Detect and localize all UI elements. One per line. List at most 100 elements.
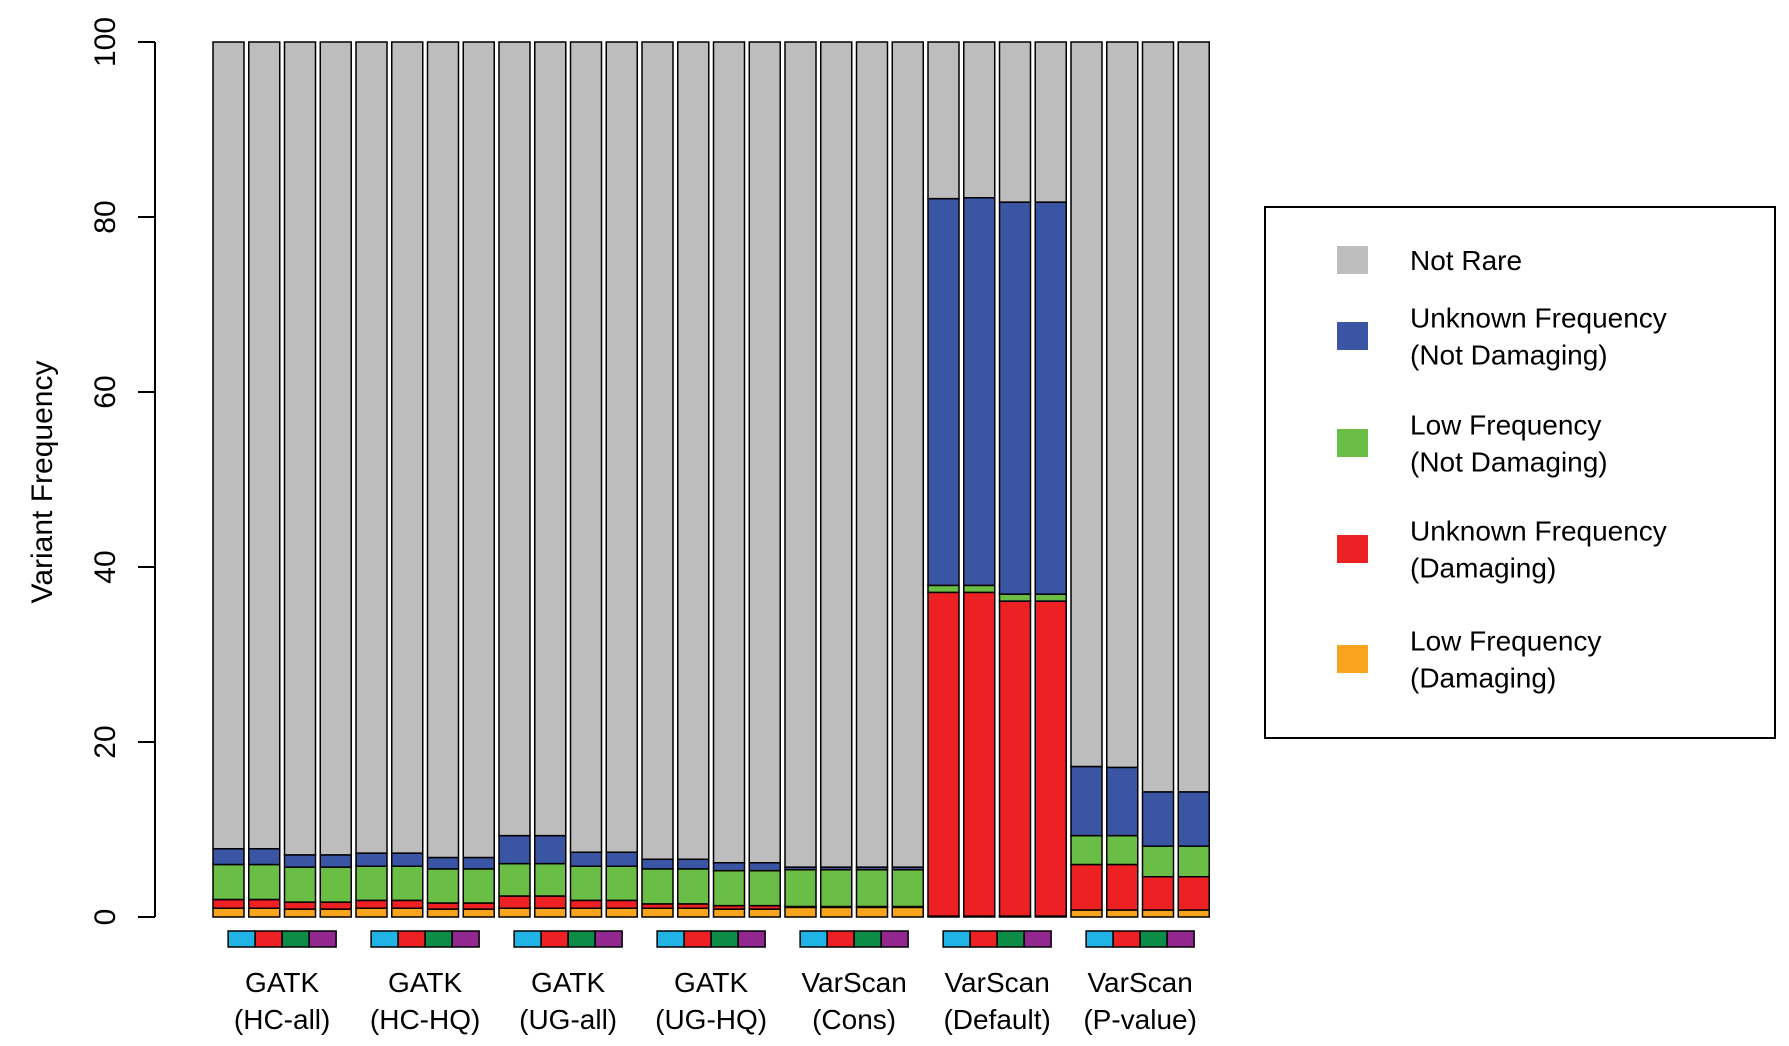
bar-segment: [355, 41, 388, 854]
bar-segment: [248, 848, 281, 866]
legend-label: Unknown Frequency: [1410, 303, 1667, 334]
bar-stack: [248, 41, 281, 918]
bar-segment: [748, 41, 781, 864]
bar-stack: [1177, 41, 1210, 918]
bar-segment: [784, 906, 817, 918]
bar-segment: [748, 908, 781, 918]
bar-segment: [212, 863, 245, 901]
bar-segment: [641, 868, 674, 905]
bar-segment: [355, 865, 388, 902]
bar-segment: [1106, 766, 1139, 837]
bar-segment: [1106, 41, 1139, 769]
bar-segment: [855, 41, 889, 868]
bar-segment: [1070, 909, 1103, 918]
sample-swatch: [969, 930, 998, 948]
group-label: (HC-all): [234, 1004, 330, 1035]
sample-swatch: [737, 930, 766, 948]
bar-segment: [212, 848, 245, 866]
bar-segment: [605, 851, 638, 867]
bar-segment: [569, 865, 603, 902]
legend-item: Unknown Frequency (Not Damaging): [1337, 303, 1667, 371]
bar-stack: [426, 41, 460, 918]
y-axis-label: Variant Frequency: [26, 361, 59, 604]
bar-segment: [569, 851, 603, 867]
sample-swatch: [540, 930, 569, 948]
sample-swatch-group: [799, 930, 909, 948]
bar-segment: [462, 908, 495, 918]
bar-stack: [891, 41, 924, 918]
bar-segment: [641, 907, 674, 918]
bar-stack: [569, 41, 603, 918]
bar-segment: [534, 834, 567, 865]
bar-segment: [248, 863, 281, 901]
bar-segment: [1177, 41, 1210, 793]
bar-segment: [605, 907, 638, 918]
bar-segment: [462, 41, 495, 859]
group-label: (Cons): [812, 1004, 896, 1035]
bar-segment: [534, 895, 567, 909]
bar-stack: [1070, 41, 1103, 918]
bar-segment: [927, 197, 960, 587]
group-label: VarScan: [1087, 967, 1192, 998]
bar-segment: [462, 856, 495, 870]
bar-segment: [319, 41, 352, 856]
bar-segment: [891, 906, 924, 918]
bar-stack: [963, 41, 996, 918]
bar-segment: [963, 197, 996, 587]
bar-stack: [391, 41, 424, 918]
legend-swatch: [1337, 429, 1368, 457]
bar-stack: [641, 41, 674, 918]
bar-segment: [677, 868, 710, 905]
bar-segment: [498, 907, 531, 918]
bar-stack: [677, 41, 710, 918]
legend-label: Unknown Frequency: [1410, 516, 1667, 547]
sample-swatch-group: [942, 930, 1052, 948]
bar-segment: [569, 899, 603, 909]
bars: [212, 41, 1210, 918]
bar-stack: [1034, 41, 1067, 918]
bar-segment: [426, 856, 460, 870]
bar-stack: [534, 41, 567, 918]
bar-segment: [391, 852, 424, 867]
group-labels: GATK (HC-all) GATK (HC-HQ) GATK (UG-all) GATK (…: [234, 967, 1197, 1035]
bar-segment: [784, 869, 817, 908]
bar-segment: [212, 898, 245, 909]
bar-segment: [498, 895, 531, 909]
sample-swatch: [942, 930, 971, 948]
bar-segment: [534, 907, 567, 918]
bar-segment: [498, 834, 531, 865]
bar-segment: [998, 201, 1032, 595]
bar-segment: [677, 41, 710, 860]
bar-segment: [605, 41, 638, 853]
bar-segment: [891, 869, 924, 908]
bar-segment: [569, 907, 603, 918]
bar-segment: [283, 854, 317, 868]
bar-segment: [1106, 863, 1139, 911]
sample-swatch: [799, 930, 828, 948]
sample-swatch: [826, 930, 855, 948]
bar-stack: [319, 41, 352, 918]
bar-stack: [784, 41, 817, 918]
bar-segment: [1034, 41, 1067, 203]
y-tick-label: 0: [89, 909, 122, 926]
legend-swatch: [1337, 535, 1368, 563]
legend-label: (Not Damaging): [1410, 340, 1608, 371]
bar-segment: [677, 907, 710, 918]
bar-segment: [998, 600, 1032, 917]
bar-segment: [963, 591, 996, 917]
bar-segment: [426, 908, 460, 918]
group-label: GATK: [674, 967, 748, 998]
sample-swatch: [1166, 930, 1195, 948]
sample-swatch-group: [513, 930, 623, 948]
sample-swatch: [1112, 930, 1141, 948]
sample-swatch: [880, 930, 909, 948]
bar-segment: [426, 868, 460, 904]
bar-segment: [1070, 765, 1103, 837]
sample-swatch: [451, 930, 480, 948]
legend-item: Low Frequency (Damaging): [1337, 626, 1601, 694]
bar-stack: [712, 41, 746, 918]
bar-segment: [319, 866, 352, 903]
bar-stack: [283, 41, 317, 918]
bar-segment: [283, 901, 317, 910]
bar-segment: [927, 591, 960, 917]
